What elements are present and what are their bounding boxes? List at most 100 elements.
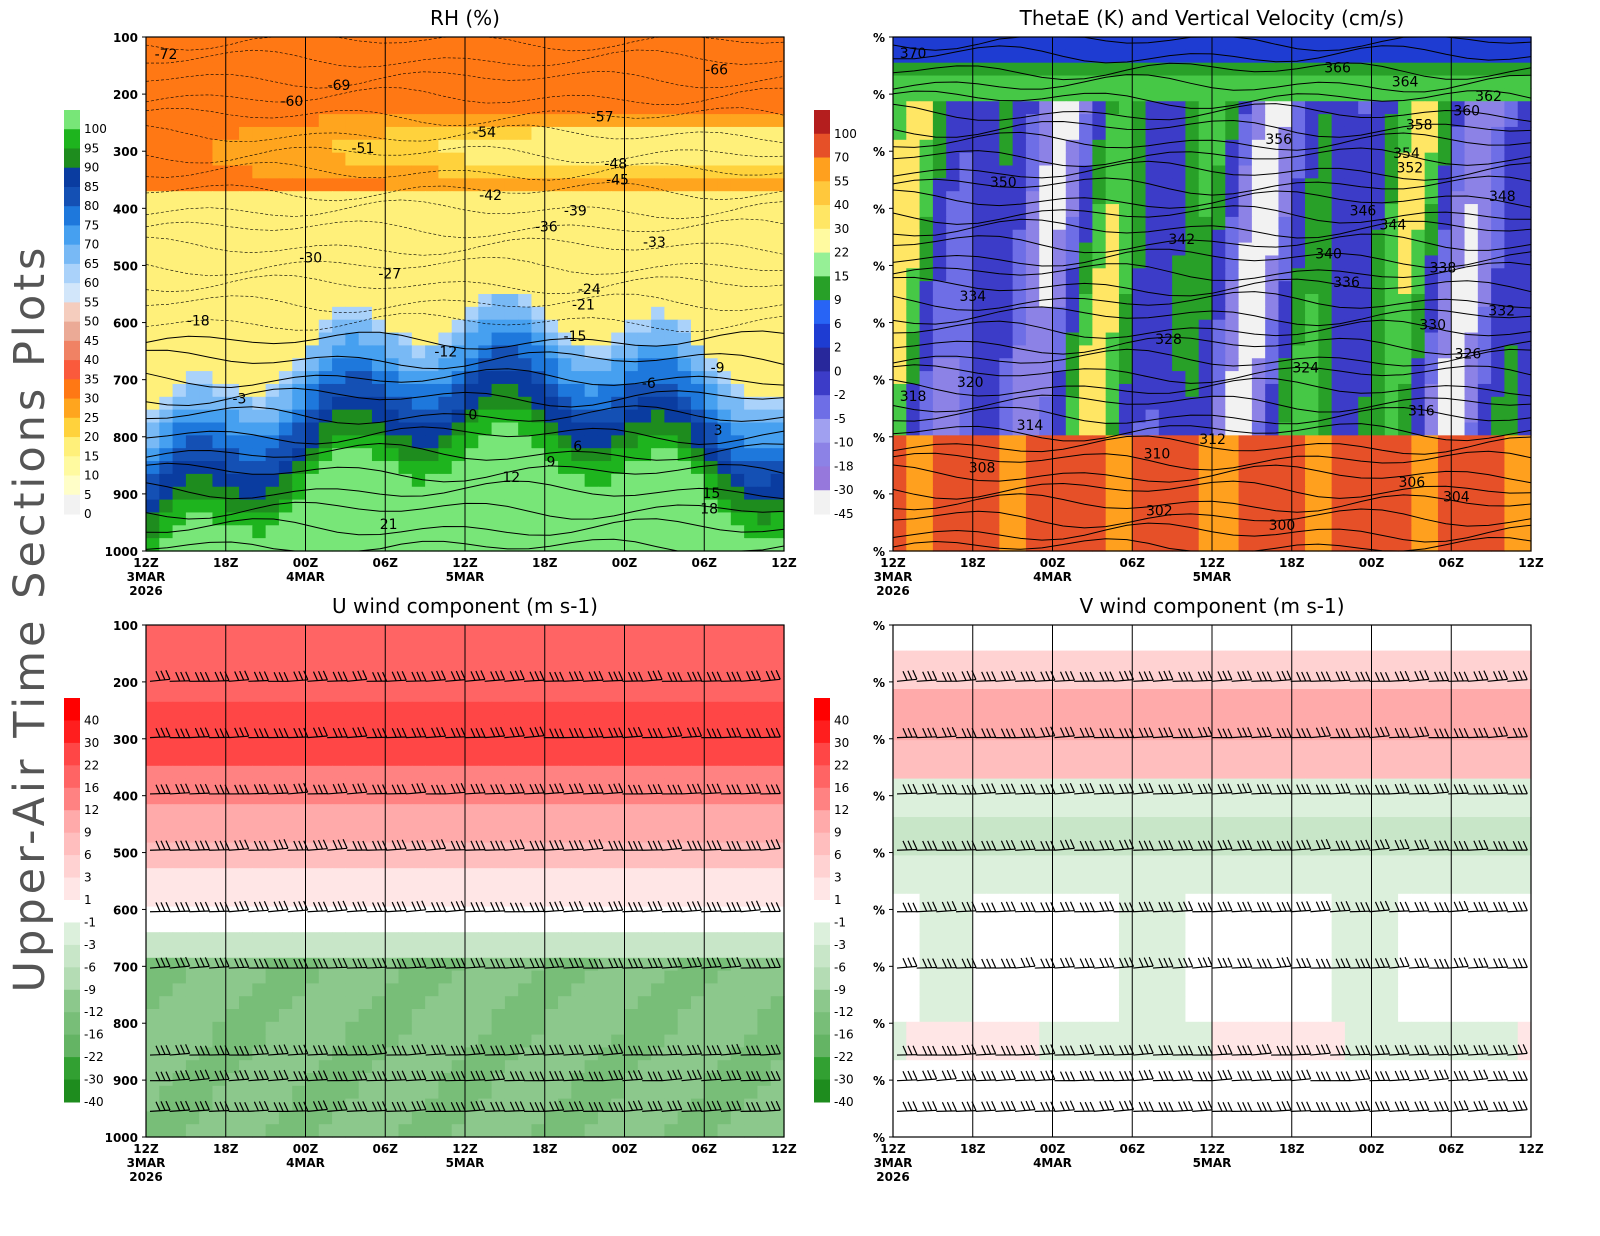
field-cell	[1504, 178, 1519, 192]
field-cell	[398, 62, 413, 77]
field-cell	[1238, 422, 1253, 436]
field-cell	[1291, 216, 1306, 231]
field-cell	[1291, 139, 1306, 154]
field-cell	[1384, 473, 1399, 488]
field-cell	[1118, 49, 1133, 64]
field-cell	[893, 268, 907, 282]
field-cell	[704, 268, 719, 282]
field-cell	[717, 499, 732, 514]
field-cell	[544, 525, 559, 539]
field-cell	[651, 332, 665, 346]
field-cell	[757, 383, 772, 398]
field-cell	[704, 499, 719, 514]
field-cell	[278, 538, 293, 552]
field-cell	[611, 727, 626, 741]
field-cell	[438, 37, 453, 51]
field-cell	[345, 139, 360, 154]
field-cell	[893, 332, 907, 346]
field-cell	[544, 216, 559, 231]
field-cell	[305, 499, 320, 514]
field-cell	[946, 396, 961, 411]
field-cell	[1424, 422, 1439, 436]
field-cell	[465, 512, 479, 526]
field-cell	[932, 306, 947, 321]
field-cell	[358, 663, 373, 677]
field-cell	[1477, 422, 1492, 436]
field-cell	[972, 255, 987, 269]
field-cell	[571, 255, 586, 269]
field-cell	[1185, 268, 1200, 282]
field-cell	[704, 663, 719, 677]
field-cell	[717, 178, 732, 192]
field-cell	[664, 448, 679, 462]
colorbar-label: 2	[834, 341, 842, 355]
field-cell	[1451, 306, 1466, 321]
field-cell	[1451, 216, 1466, 231]
field-cell	[664, 650, 679, 664]
field-cell	[478, 306, 493, 321]
field-cell	[986, 409, 1000, 424]
field-cell	[292, 126, 307, 141]
field-cell	[730, 689, 745, 703]
field-cell	[1065, 422, 1080, 436]
field-cell	[611, 294, 626, 308]
field-cell	[1012, 165, 1027, 179]
field-cell	[465, 345, 479, 359]
contour-label: 344	[1380, 218, 1407, 234]
field-cell	[292, 396, 307, 411]
field-cell	[1025, 49, 1040, 64]
field-cell	[571, 804, 586, 818]
field-cell	[584, 345, 599, 359]
field-cell	[1278, 383, 1293, 398]
field-cell	[292, 538, 307, 552]
field-cell	[451, 765, 466, 780]
field-cell	[531, 383, 546, 398]
field-cell	[305, 473, 320, 488]
field-cell	[584, 62, 599, 77]
field-cell	[932, 281, 947, 295]
field-cell	[185, 242, 200, 257]
field-cell	[597, 753, 612, 767]
field-cell	[770, 88, 785, 102]
field-cell	[677, 753, 692, 767]
field-cell	[1464, 473, 1479, 488]
field-cell	[212, 114, 227, 128]
field-cell	[1105, 255, 1120, 269]
field-cell	[531, 512, 546, 526]
field-cell	[717, 753, 732, 767]
field-cell	[292, 525, 307, 539]
field-cell	[1052, 332, 1067, 346]
field-cell	[1344, 435, 1359, 449]
field-cell	[611, 804, 626, 818]
field-cell	[704, 448, 719, 462]
field-cell	[1012, 294, 1027, 308]
field-cell	[385, 191, 400, 205]
field-cell	[1398, 49, 1412, 64]
field-cell	[1092, 448, 1107, 462]
field-cell	[278, 345, 293, 359]
field-cell	[730, 126, 745, 141]
field-cell	[358, 473, 373, 488]
field-cell	[398, 499, 413, 514]
field-cell	[677, 242, 692, 257]
field-cell	[451, 306, 466, 321]
field-cell	[438, 114, 453, 128]
field-cell	[544, 358, 559, 372]
field-cell	[1318, 242, 1333, 257]
field-cell	[504, 765, 519, 780]
field-cell	[478, 637, 493, 652]
field-cell	[518, 448, 533, 462]
field-cell	[385, 396, 400, 411]
field-cell	[159, 486, 174, 501]
field-cell	[571, 817, 586, 831]
field-cell	[770, 396, 785, 411]
field-cell	[252, 242, 267, 257]
field-cell	[465, 268, 479, 282]
field-cell	[959, 178, 974, 192]
field-cell	[438, 473, 453, 488]
contour-label: 312	[1199, 432, 1226, 448]
field-cell	[531, 663, 546, 677]
field-cell	[1185, 358, 1200, 372]
field-cell	[478, 727, 493, 741]
field-cell	[597, 409, 612, 424]
